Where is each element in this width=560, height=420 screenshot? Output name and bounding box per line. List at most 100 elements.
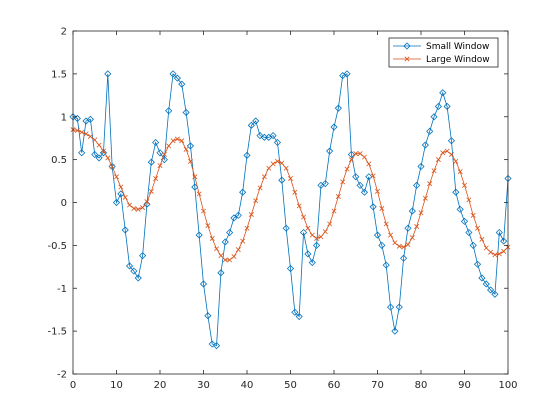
- data-point-small-window: [382, 261, 390, 269]
- data-point-small-window: [326, 147, 334, 155]
- data-point-large-window: [96, 142, 102, 148]
- data-point-large-window: [414, 224, 420, 229]
- data-point-small-window: [395, 303, 403, 311]
- data-point-small-window: [108, 162, 116, 171]
- data-point-small-window: [73, 114, 81, 123]
- data-point-large-window: [248, 212, 254, 217]
- data-point-large-window: [375, 188, 380, 194]
- data-point-large-window: [179, 138, 185, 144]
- data-point-large-window: [448, 151, 454, 157]
- data-point-large-window: [74, 127, 80, 133]
- data-point-large-window: [253, 198, 259, 204]
- x-tick-label: 80: [415, 380, 428, 391]
- data-point-small-window: [434, 102, 442, 111]
- y-tick-label: 0: [61, 198, 67, 209]
- data-point-large-window: [218, 253, 224, 259]
- data-point-large-window: [192, 174, 198, 180]
- data-point-small-window: [456, 205, 464, 213]
- data-point-small-window: [199, 280, 208, 288]
- data-point-small-window: [273, 138, 282, 147]
- data-point-small-window: [491, 290, 499, 298]
- data-point-large-window: [279, 160, 285, 166]
- data-point-small-window: [391, 327, 399, 335]
- data-point-large-window: [444, 148, 450, 154]
- y-tick-label: 2: [61, 27, 67, 38]
- data-point-large-window: [344, 166, 350, 172]
- data-point-small-window: [365, 173, 373, 181]
- data-point-small-window: [439, 89, 447, 97]
- data-point-small-window: [299, 228, 308, 237]
- data-point-large-window: [353, 151, 359, 157]
- y-tick-label: -2: [57, 370, 67, 381]
- data-point-large-window: [327, 221, 333, 227]
- data-point-small-window: [117, 190, 125, 198]
- data-point-small-window: [152, 138, 160, 147]
- x-tick-label: 30: [197, 380, 210, 391]
- data-point-small-window: [125, 262, 134, 270]
- data-point-large-window: [114, 174, 119, 180]
- data-point-large-window: [100, 148, 106, 154]
- data-point-large-window: [366, 161, 372, 167]
- data-point-small-window: [400, 254, 408, 262]
- data-point-small-window: [421, 141, 429, 149]
- data-point-large-window: [453, 158, 459, 164]
- x-tick-label: 50: [284, 380, 297, 391]
- data-point-small-window: [130, 267, 138, 275]
- data-point-large-window: [222, 257, 228, 263]
- data-point-small-window: [378, 241, 386, 249]
- data-point-large-window: [214, 246, 220, 252]
- data-point-small-window: [269, 132, 277, 140]
- data-point-large-window: [422, 195, 428, 201]
- data-point-small-window: [139, 252, 147, 260]
- data-point-small-window: [112, 198, 121, 207]
- x-tick-label: 20: [154, 380, 167, 391]
- data-point-large-window: [170, 138, 176, 144]
- data-point-large-window: [379, 206, 385, 211]
- y-tick-label: -1.5: [47, 327, 67, 338]
- data-point-small-window: [430, 113, 438, 121]
- data-point-small-window: [104, 70, 112, 78]
- data-point-large-window: [496, 251, 502, 257]
- data-point-small-window: [487, 286, 495, 294]
- data-point-large-window: [340, 179, 346, 185]
- data-point-small-window: [452, 188, 460, 196]
- data-point-large-window: [483, 245, 489, 251]
- data-point-small-window: [369, 203, 377, 211]
- data-point-large-window: [314, 236, 320, 241]
- data-point-small-window: [86, 115, 94, 123]
- data-point-small-window: [469, 241, 477, 249]
- x-tick-label: 70: [371, 380, 384, 391]
- data-point-small-window: [243, 151, 251, 159]
- data-point-large-window: [270, 161, 276, 167]
- data-point-small-window: [386, 303, 395, 311]
- data-point-large-window: [240, 238, 246, 244]
- data-point-large-window: [83, 131, 89, 137]
- legend-label-small-window: Small Window: [426, 42, 489, 52]
- data-point-large-window: [370, 173, 376, 179]
- y-tick-label: -1: [57, 284, 67, 295]
- data-point-large-window: [305, 225, 311, 231]
- data-point-small-window: [99, 149, 108, 157]
- data-point-small-window: [334, 104, 342, 112]
- data-point-small-window: [186, 142, 195, 150]
- data-point-large-window: [187, 158, 193, 164]
- data-point-large-window: [166, 143, 172, 149]
- data-point-large-window: [135, 206, 141, 212]
- data-point-large-window: [427, 181, 433, 187]
- legend-marker-large-window: [404, 56, 410, 62]
- data-point-large-window: [148, 188, 154, 194]
- data-point-small-window: [460, 217, 469, 225]
- data-point-small-window: [408, 207, 416, 215]
- x-tick-label: 10: [110, 380, 123, 391]
- data-point-large-window: [283, 165, 289, 171]
- data-point-small-window: [482, 280, 490, 288]
- data-point-small-window: [256, 132, 264, 140]
- data-point-small-window: [91, 150, 99, 159]
- data-point-small-window: [321, 180, 329, 188]
- data-point-large-window: [318, 234, 324, 240]
- data-point-large-window: [401, 244, 407, 250]
- x-tick-label: 40: [241, 380, 254, 391]
- data-point-small-window: [495, 228, 503, 237]
- series-layer: [69, 70, 512, 350]
- data-point-large-window: [105, 155, 111, 161]
